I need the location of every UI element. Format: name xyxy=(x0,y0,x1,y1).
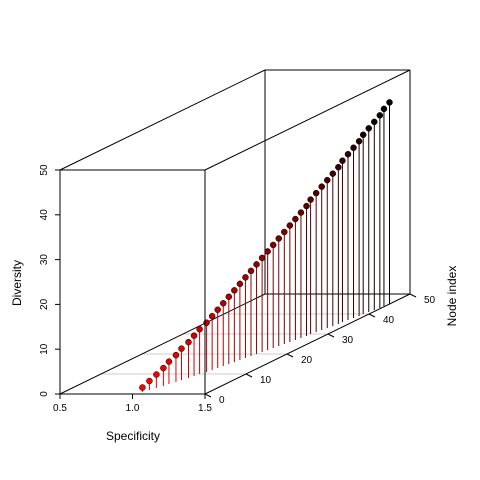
data-point xyxy=(344,150,352,158)
z-tick-label: 30 xyxy=(39,254,50,266)
box-front-edges xyxy=(59,169,206,395)
data-point xyxy=(312,189,320,197)
drop-lines xyxy=(141,102,390,392)
z-tick-label: 50 xyxy=(39,164,50,176)
data-point xyxy=(307,196,314,203)
y-tick-label: 20 xyxy=(301,355,313,366)
box-edge xyxy=(204,293,411,395)
data-point xyxy=(172,351,180,359)
data-point xyxy=(292,215,299,223)
y-tick-mark xyxy=(409,293,417,298)
z-axis-label: Diversity xyxy=(10,260,24,306)
data-point xyxy=(297,209,305,216)
data-point xyxy=(264,248,271,255)
data-point xyxy=(185,338,192,346)
y-tick-mark xyxy=(327,333,335,338)
data-point xyxy=(359,131,367,139)
data-point xyxy=(269,241,277,249)
y-tick-mark xyxy=(368,313,376,318)
data-point xyxy=(318,183,325,190)
data-point xyxy=(329,170,337,177)
data-point xyxy=(275,235,282,242)
data-point xyxy=(350,144,357,152)
data-point xyxy=(355,138,363,145)
data-point xyxy=(247,267,255,275)
data-point xyxy=(178,345,185,352)
z-tick-label: 40 xyxy=(39,209,50,221)
data-point xyxy=(208,312,216,320)
data-point xyxy=(190,332,198,339)
data-point xyxy=(242,274,249,281)
axis-ticks: 0.5 1.0 1.5 0 10 20 30 40 50 0 10 20 30 40 50 xyxy=(39,164,436,414)
data-point xyxy=(214,306,221,314)
data-point xyxy=(335,163,342,171)
z-tick-label: 20 xyxy=(39,298,50,310)
data-point xyxy=(303,202,310,210)
data-point xyxy=(146,377,153,385)
y-tick-mark xyxy=(204,393,212,398)
data-point xyxy=(253,261,260,268)
data-point xyxy=(225,293,233,301)
y-tick-label: 30 xyxy=(342,335,354,346)
data-point xyxy=(236,280,244,288)
y-tick-label: 10 xyxy=(260,375,272,386)
box-edge xyxy=(59,293,266,395)
x-axis-label: Specificity xyxy=(106,429,160,443)
box-back-edges xyxy=(59,69,411,395)
data-points xyxy=(139,99,393,391)
data-point xyxy=(324,176,331,184)
data-point xyxy=(380,105,388,113)
data-point xyxy=(365,125,372,132)
data-point xyxy=(220,300,227,307)
data-point xyxy=(376,112,384,119)
y-tick-label: 0 xyxy=(219,395,225,406)
z-tick-label: 0 xyxy=(39,391,50,397)
data-point xyxy=(153,371,160,378)
data-point xyxy=(281,228,288,236)
box-edge xyxy=(204,69,411,171)
data-point xyxy=(139,384,146,391)
data-point xyxy=(231,287,238,294)
y-tick-mark xyxy=(286,353,294,358)
data-point xyxy=(371,118,378,126)
data-point xyxy=(339,157,346,164)
x-tick-label: 1.0 xyxy=(126,403,140,414)
box-edge xyxy=(59,69,266,171)
x-tick-label: 0.5 xyxy=(53,403,67,414)
y-axis-label: Node index xyxy=(445,266,459,327)
y-tick-mark xyxy=(245,373,253,378)
data-point xyxy=(165,358,173,365)
data-point xyxy=(196,325,203,333)
y-tick-label: 50 xyxy=(424,295,436,306)
data-point xyxy=(160,364,167,372)
y-tick-label: 40 xyxy=(383,315,395,326)
z-tick-label: 10 xyxy=(39,343,50,355)
data-point xyxy=(386,99,393,106)
data-point xyxy=(286,222,294,229)
data-point xyxy=(258,254,266,262)
x-tick-label: 1.5 xyxy=(198,403,212,414)
